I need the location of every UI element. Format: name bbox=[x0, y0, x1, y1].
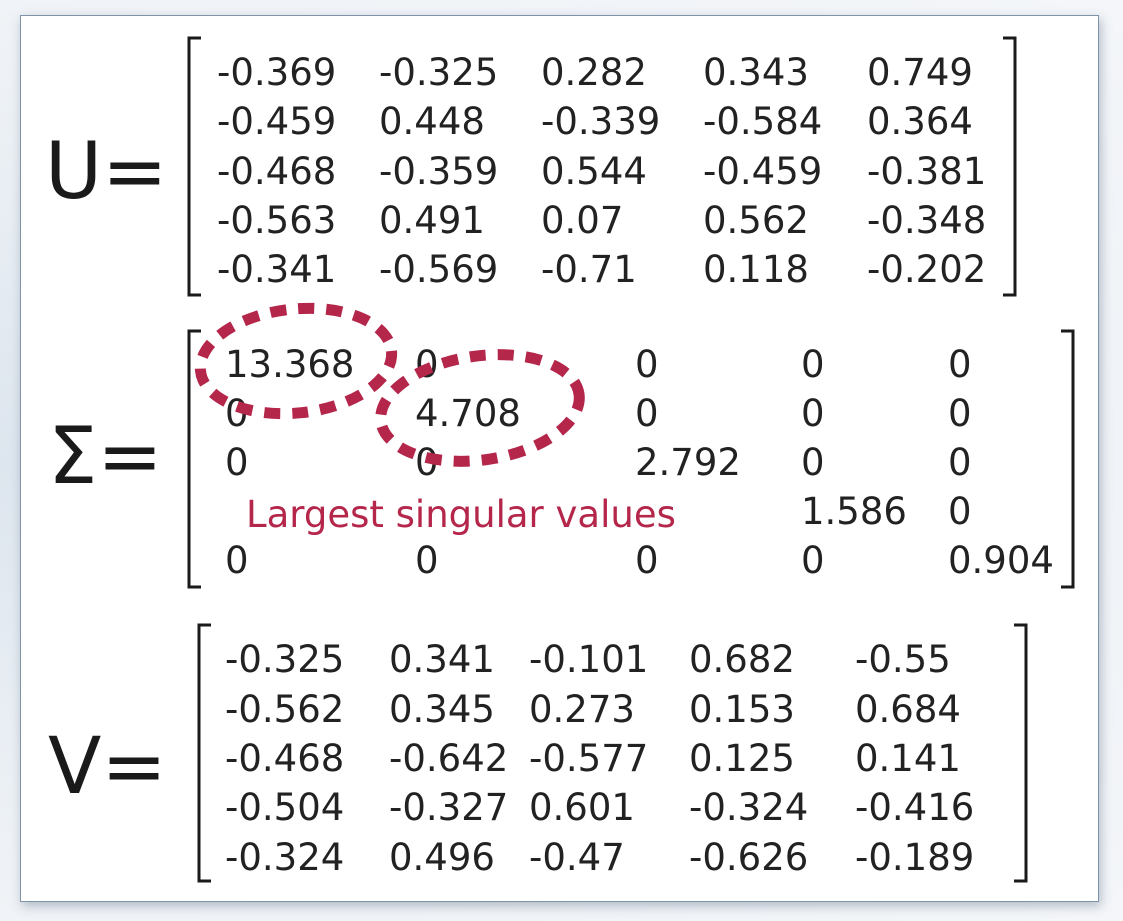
u-cell-r3-c3: 0.544 bbox=[541, 150, 647, 193]
sigma-matrix-label: Σ= bbox=[48, 412, 163, 502]
v-cell-r2-c2: 0.345 bbox=[389, 688, 495, 731]
v-matrix-label: V= bbox=[48, 722, 167, 812]
v-cell-r5-c1: -0.324 bbox=[225, 836, 345, 879]
u-cell-r4-c5: -0.348 bbox=[867, 199, 987, 242]
sigma-left-bracket bbox=[187, 329, 201, 589]
v-cell-r1-c5: -0.55 bbox=[855, 638, 951, 681]
v-cell-r4-c4: -0.324 bbox=[689, 786, 809, 829]
v-cell-r5-c5: -0.189 bbox=[855, 836, 975, 879]
sigma-cell-r5-c5: 0.904 bbox=[948, 539, 1054, 582]
slide-card: U= Σ= V= -0.369 -0.325 0.282 0.343 0.749 -0.4… bbox=[20, 15, 1099, 902]
sigma-cell-r4-c4: 1.586 bbox=[801, 490, 907, 533]
u-cell-r2-c5: 0.364 bbox=[867, 100, 973, 143]
u-cell-r4-c4: 0.562 bbox=[703, 199, 809, 242]
v-cell-r1-c1: -0.325 bbox=[225, 638, 345, 681]
sigma-right-bracket bbox=[1061, 329, 1075, 589]
sigma-cell-r5-c2: 0 bbox=[415, 539, 439, 582]
u-cell-r3-c5: -0.381 bbox=[867, 150, 987, 193]
u-cell-r1-c5: 0.749 bbox=[867, 51, 973, 94]
v-cell-r3-c2: -0.642 bbox=[389, 737, 509, 780]
sigma-cell-r5-c3: 0 bbox=[635, 539, 659, 582]
v-cell-r5-c4: -0.626 bbox=[689, 836, 809, 879]
v-cell-r3-c3: -0.577 bbox=[529, 737, 649, 780]
sigma-cell-r2-c2: 4.708 bbox=[415, 392, 521, 435]
sigma-cell-r3-c1: 0 bbox=[225, 441, 249, 484]
v-cell-r1-c2: 0.341 bbox=[389, 638, 495, 681]
u-cell-r5-c3: -0.71 bbox=[541, 248, 637, 291]
v-cell-r2-c1: -0.562 bbox=[225, 688, 345, 731]
sigma-cell-r5-c1: 0 bbox=[225, 539, 249, 582]
u-cell-r4-c1: -0.563 bbox=[217, 199, 337, 242]
u-left-bracket bbox=[187, 36, 201, 297]
u-cell-r5-c1: -0.341 bbox=[217, 248, 337, 291]
u-cell-r1-c3: 0.282 bbox=[541, 51, 647, 94]
u-cell-r2-c1: -0.459 bbox=[217, 100, 337, 143]
v-cell-r3-c1: -0.468 bbox=[225, 737, 345, 780]
u-cell-r2-c3: -0.339 bbox=[541, 100, 661, 143]
v-cell-r5-c2: 0.496 bbox=[389, 836, 495, 879]
u-cell-r3-c1: -0.468 bbox=[217, 150, 337, 193]
sigma-cell-r2-c3: 0 bbox=[635, 392, 659, 435]
sigma-cell-r1-c3: 0 bbox=[635, 343, 659, 386]
sigma-cell-r4-c5: 0 bbox=[948, 490, 972, 533]
largest-singular-values-callout: Largest singular values bbox=[246, 493, 676, 536]
u-cell-r3-c2: -0.359 bbox=[379, 150, 499, 193]
v-cell-r2-c5: 0.684 bbox=[855, 688, 961, 731]
sigma-cell-r5-c4: 0 bbox=[801, 539, 825, 582]
v-cell-r4-c3: 0.601 bbox=[529, 786, 635, 829]
v-cell-r5-c3: -0.47 bbox=[529, 836, 625, 879]
u-right-bracket bbox=[1003, 36, 1017, 297]
v-cell-r4-c5: -0.416 bbox=[855, 786, 975, 829]
u-cell-r3-c4: -0.459 bbox=[703, 150, 823, 193]
v-cell-r4-c2: -0.327 bbox=[389, 786, 509, 829]
sigma-cell-r3-c5: 0 bbox=[948, 441, 972, 484]
sigma-cell-r3-c4: 0 bbox=[801, 441, 825, 484]
v-cell-r3-c5: 0.141 bbox=[855, 737, 961, 780]
matrix-brackets bbox=[187, 36, 1075, 883]
highlight-ellipses bbox=[194, 302, 585, 467]
v-left-bracket bbox=[197, 623, 211, 883]
sigma-cell-r2-c5: 0 bbox=[948, 392, 972, 435]
v-cell-r4-c1: -0.504 bbox=[225, 786, 345, 829]
sigma-cell-r1-c1: 13.368 bbox=[225, 343, 355, 386]
u-cell-r4-c2: 0.491 bbox=[379, 199, 485, 242]
v-cell-r3-c4: 0.125 bbox=[689, 737, 795, 780]
u-cell-r2-c4: -0.584 bbox=[703, 100, 823, 143]
sigma-cell-r1-c5: 0 bbox=[948, 343, 972, 386]
u-cell-r5-c2: -0.569 bbox=[379, 248, 499, 291]
v-right-bracket bbox=[1014, 623, 1028, 883]
v-cell-r1-c3: -0.101 bbox=[529, 638, 649, 681]
v-cell-r1-c4: 0.682 bbox=[689, 638, 795, 681]
highlight-ellipse-4708 bbox=[375, 349, 585, 467]
sigma-cell-r3-c3: 2.792 bbox=[635, 441, 741, 484]
u-cell-r4-c3: 0.07 bbox=[541, 199, 624, 242]
u-cell-r1-c2: -0.325 bbox=[379, 51, 499, 94]
v-cell-r2-c4: 0.153 bbox=[689, 688, 795, 731]
sigma-cell-r2-c4: 0 bbox=[801, 392, 825, 435]
u-cell-r1-c1: -0.369 bbox=[217, 51, 337, 94]
u-cell-r5-c5: -0.202 bbox=[867, 248, 987, 291]
highlight-ellipse-13368 bbox=[194, 302, 398, 420]
v-cell-r2-c3: 0.273 bbox=[529, 688, 635, 731]
u-cell-r1-c4: 0.343 bbox=[703, 51, 809, 94]
u-cell-r5-c4: 0.118 bbox=[703, 248, 809, 291]
u-cell-r2-c2: 0.448 bbox=[379, 100, 485, 143]
u-matrix-label: U= bbox=[45, 127, 168, 217]
sigma-cell-r1-c4: 0 bbox=[801, 343, 825, 386]
